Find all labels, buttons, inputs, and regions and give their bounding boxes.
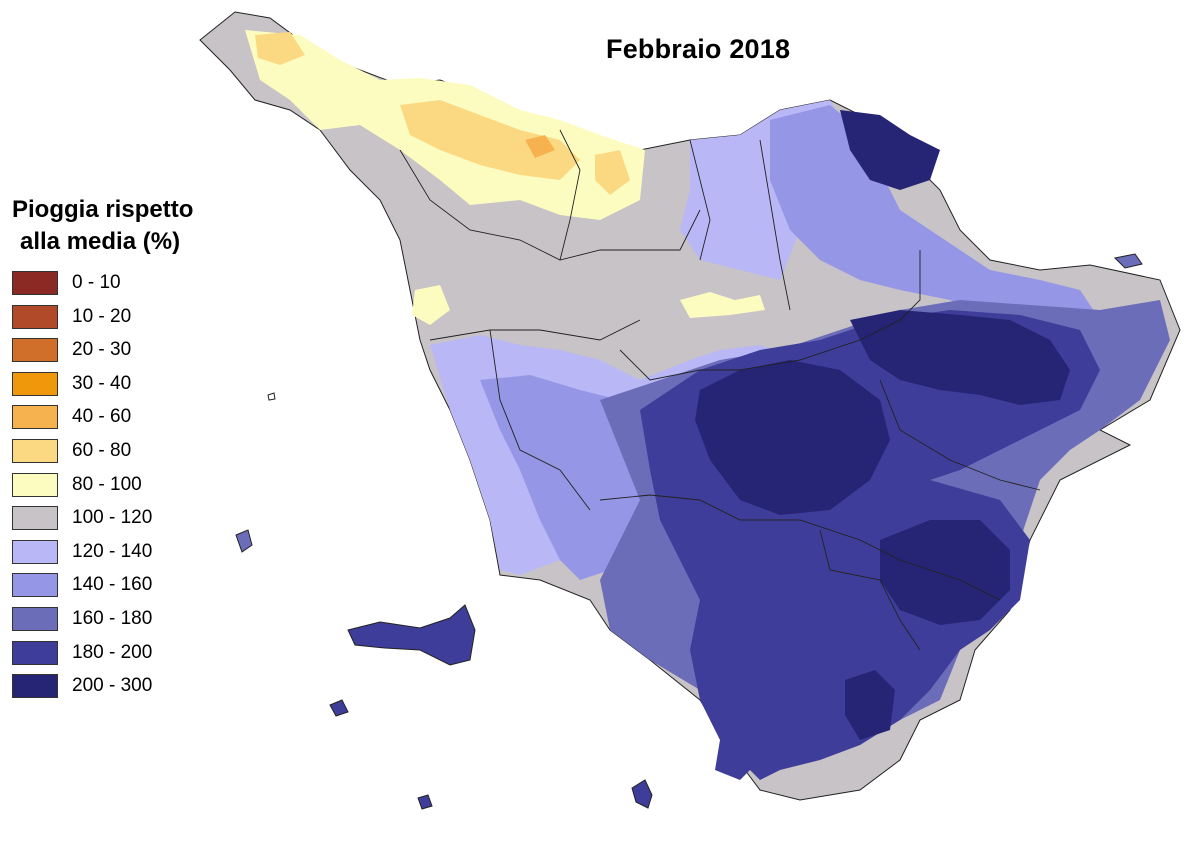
zone-40-60 (525, 135, 555, 158)
zone-200-300-south (880, 520, 1010, 625)
island-gorgona (267, 392, 276, 401)
zone-140-160-east (770, 105, 1100, 330)
legend-label: 60 - 80 (72, 439, 132, 461)
legend-label: 40 - 60 (72, 406, 132, 428)
legend-label: 160 - 180 (72, 607, 153, 629)
legend-label: 20 - 30 (72, 339, 132, 361)
legend-swatch (12, 271, 58, 295)
map-title: Febbraio 2018 (606, 34, 791, 64)
zone-200-300-amiata (845, 670, 895, 740)
legend-swatch (12, 304, 58, 329)
legend-swatch (12, 438, 58, 463)
legend-swatch (12, 674, 58, 699)
legend-label: 200 - 300 (72, 675, 153, 697)
legend-swatch (12, 338, 58, 363)
legend-label: 10 - 20 (72, 305, 132, 327)
legend-label: 80 - 100 (72, 473, 142, 495)
legend-label: 30 - 40 (72, 372, 132, 394)
island-elba (347, 604, 476, 666)
legend-swatch (12, 606, 58, 631)
legend-swatch (12, 405, 58, 430)
province-borders (399, 129, 1041, 651)
island-montecristo (417, 794, 433, 810)
zone-200-300-center (695, 360, 890, 515)
legend-title-line1: Pioggia rispetto (12, 196, 194, 223)
zone-80-100-spot (412, 285, 450, 325)
legend-swatch (12, 506, 58, 531)
legend-swatch (12, 371, 58, 396)
zone-80-100-spot2 (680, 292, 765, 318)
zone-200-300-east (850, 310, 1070, 405)
island-pianosa (329, 699, 349, 717)
legend-label: 100 - 120 (72, 507, 153, 529)
zone-180-200-argentario (715, 730, 760, 780)
legend-label: 0 - 10 (72, 272, 121, 293)
enclave-east (1113, 253, 1143, 269)
island-capraia (235, 529, 253, 553)
legend-title: Pioggia rispetto alla media (%) (12, 194, 193, 258)
legend-swatch (12, 539, 58, 564)
legend-label: 120 - 140 (72, 540, 153, 562)
island-giglio (631, 779, 653, 809)
legend-swatch (12, 472, 58, 497)
legend-title-line2: alla media (%) (20, 228, 181, 255)
legend-swatch (12, 573, 58, 598)
zone-200-300-north (840, 110, 940, 190)
legend-label: 140 - 160 (72, 574, 153, 596)
legend-swatch (12, 640, 58, 665)
legend-label: 180 - 200 (72, 641, 153, 663)
